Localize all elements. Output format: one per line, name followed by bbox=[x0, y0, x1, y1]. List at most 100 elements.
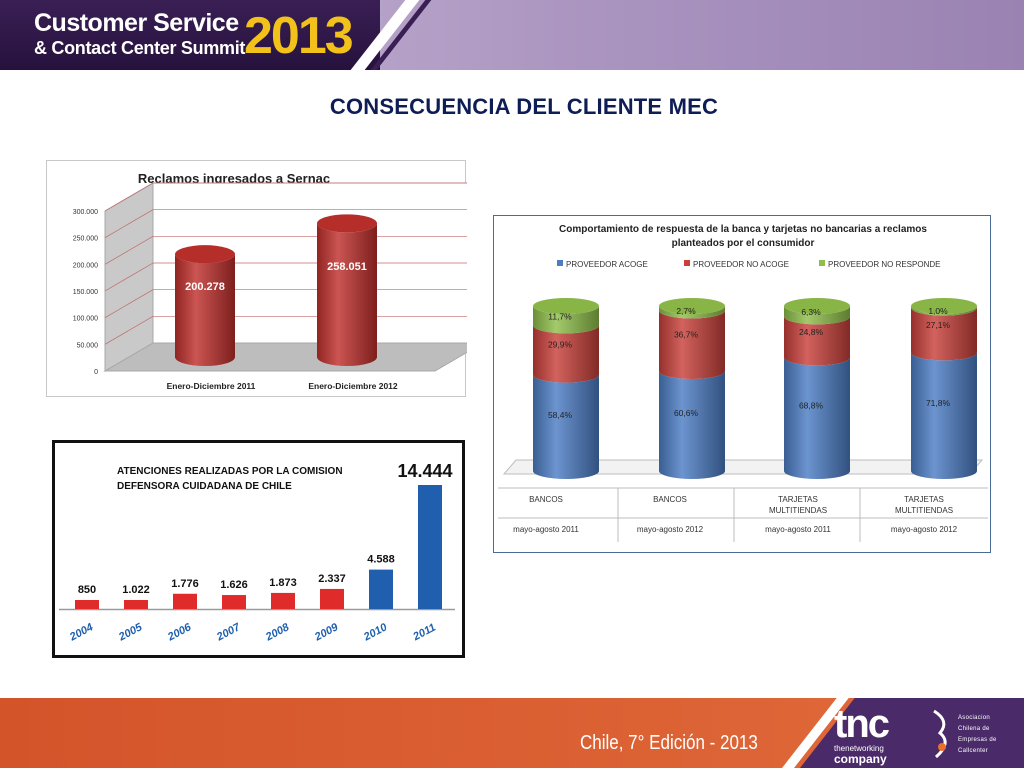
stack-segment bbox=[911, 307, 977, 361]
stack-segment bbox=[659, 371, 725, 479]
chart-title-line: ATENCIONES REALIZADAS POR LA COMISION bbox=[117, 466, 343, 477]
data-label: 1.776 bbox=[171, 578, 199, 590]
legend-label: PROVEEDOR NO RESPONDE bbox=[828, 260, 940, 269]
bar-cylinder bbox=[317, 214, 377, 366]
x-tick-label: 2010 bbox=[361, 621, 390, 644]
aschec-line: Chilena de bbox=[958, 726, 990, 732]
bar-cylinder-top bbox=[175, 245, 235, 264]
data-label: 1.626 bbox=[220, 579, 248, 591]
stack-segment-top bbox=[533, 298, 599, 314]
legend-swatch bbox=[819, 260, 825, 266]
data-label: 68,8% bbox=[799, 401, 824, 411]
tnc-logo-company: company bbox=[834, 752, 887, 766]
period-label: mayo-agosto 2012 bbox=[891, 525, 958, 534]
data-label: 850 bbox=[78, 584, 96, 596]
data-label: 2,7% bbox=[676, 306, 696, 316]
data-label: 6,3% bbox=[801, 307, 821, 317]
bar-cylinder bbox=[175, 245, 235, 366]
bar-cylinder-body bbox=[175, 254, 235, 366]
bar bbox=[222, 595, 246, 609]
data-label: 1.873 bbox=[269, 577, 297, 589]
aschec-logo-text: Asociacion Chilena de Empresas de Callce… bbox=[958, 713, 997, 757]
aschec-line: Asociacion bbox=[958, 715, 991, 721]
brand-line-2: & Contact Center Summit bbox=[34, 38, 246, 58]
stack-segment-body bbox=[784, 316, 850, 366]
data-label: 27,1% bbox=[926, 320, 951, 330]
chart-title-line: planteados por el consumidor bbox=[672, 238, 815, 249]
chart-title-line: Comportamiento de respuesta de la banca … bbox=[559, 224, 927, 235]
data-label: 1.022 bbox=[122, 584, 150, 596]
bar bbox=[75, 600, 99, 609]
event-brand: Customer Service & Contact Center Summit… bbox=[0, 0, 380, 70]
period-label: mayo-agosto 2011 bbox=[765, 525, 831, 534]
bar bbox=[173, 593, 197, 609]
tnc-logo-subtitle: thenetworking bbox=[834, 744, 884, 753]
category-label: BANCOS bbox=[529, 495, 563, 504]
stack-segment bbox=[533, 374, 599, 479]
edition-label: Chile, 7° Edición - 2013 bbox=[580, 732, 758, 754]
data-label: 29,9% bbox=[548, 340, 573, 350]
category-label: MULTITIENDAS bbox=[769, 506, 827, 515]
x-tick-label: 2007 bbox=[214, 621, 243, 644]
stack-segment bbox=[911, 352, 977, 479]
x-tick-label: 2006 bbox=[165, 621, 194, 644]
brand-line-1: Customer Service bbox=[34, 9, 239, 37]
gridline-side bbox=[104, 316, 154, 345]
y-tick-label: 0 bbox=[94, 369, 98, 376]
legend-swatch bbox=[557, 260, 563, 266]
period-label: mayo-agosto 2011 bbox=[513, 525, 579, 534]
gridline-side bbox=[104, 209, 154, 238]
aschec-logo: Asociacion Chilena de Empresas de Callce… bbox=[928, 705, 1018, 763]
data-label: 24,8% bbox=[799, 327, 824, 337]
stack-segment-body bbox=[659, 310, 725, 380]
chart-title: Reclamos ingresados a Sernac bbox=[138, 171, 330, 186]
stack-segment-body bbox=[784, 357, 850, 479]
data-label: 4.588 bbox=[367, 554, 395, 566]
bar bbox=[124, 600, 148, 609]
banks-response-chart: Comportamiento de respuesta de la banca … bbox=[498, 224, 988, 542]
gridline-side bbox=[104, 289, 154, 318]
category-label: TARJETAS bbox=[778, 495, 818, 504]
data-label: 14.444 bbox=[397, 461, 452, 481]
stack-segment-top bbox=[659, 298, 725, 314]
data-label: 36,7% bbox=[674, 330, 699, 340]
x-tick-label: 2004 bbox=[67, 621, 95, 644]
floor bbox=[103, 342, 485, 372]
comision-chart: ATENCIONES REALIZADAS POR LA COMISION DEF… bbox=[59, 461, 455, 644]
bar bbox=[320, 588, 344, 609]
stack-segment-body bbox=[911, 306, 977, 316]
page-title: CONSECUENCIA DEL CLIENTE MEC bbox=[329, 94, 719, 119]
stack-segment bbox=[659, 310, 725, 380]
y-tick-label: 150.000 bbox=[73, 289, 98, 296]
legend-label: PROVEEDOR ACOGE bbox=[566, 260, 648, 269]
data-label: 11,7% bbox=[548, 312, 572, 322]
data-label: 2.337 bbox=[318, 573, 346, 585]
bar bbox=[418, 485, 442, 609]
aschec-line: Empresas de bbox=[958, 737, 997, 743]
data-label: 1,0% bbox=[928, 306, 948, 316]
aschec-logo-icon bbox=[933, 709, 947, 759]
stack-segment-top bbox=[784, 298, 850, 314]
category-label: BANCOS bbox=[653, 495, 687, 504]
x-tick-label: Enero-Diciembre 2012 bbox=[308, 381, 398, 391]
comision-chart-panel: ATENCIONES REALIZADAS POR LA COMISION DEF… bbox=[52, 440, 465, 658]
stack-segment-body bbox=[533, 325, 599, 383]
gridline-side bbox=[104, 262, 154, 292]
bar bbox=[369, 569, 393, 609]
y-tick-label: 50.000 bbox=[77, 342, 99, 349]
tnc-logo: tnc thenetworking company bbox=[834, 704, 898, 766]
category-label: MULTITIENDAS bbox=[895, 506, 953, 515]
stack-segment-top bbox=[911, 298, 977, 314]
category-label: TARJETAS bbox=[904, 495, 944, 504]
sernac-chart: Reclamos ingresados a Sernac 0 50.000 100.0… bbox=[73, 171, 485, 391]
stack-segment bbox=[533, 325, 599, 383]
data-label: 258.051 bbox=[327, 261, 367, 273]
stack-segment-body bbox=[659, 306, 725, 319]
brand-year: 2013 bbox=[244, 7, 354, 65]
x-tick-label: Enero-Diciembre 2011 bbox=[167, 381, 256, 391]
aschec-line: Callcenter bbox=[958, 748, 989, 754]
y-tick-label: 250.000 bbox=[73, 236, 98, 243]
header-banner: Customer Service & Contact Center Summit… bbox=[0, 0, 1024, 70]
stack-segment-body bbox=[911, 352, 977, 479]
